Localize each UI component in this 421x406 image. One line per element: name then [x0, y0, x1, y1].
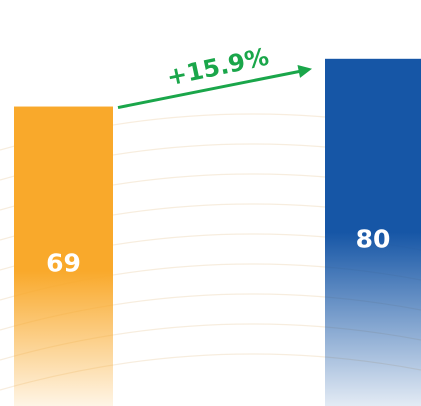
bars: 69 80 [14, 58, 421, 406]
bar [14, 106, 113, 406]
bar [325, 58, 421, 406]
value-label: 80 [356, 224, 391, 253]
arrow-head [297, 65, 312, 78]
change-annotation: +15.9% [164, 43, 271, 92]
value-label: 69 [46, 248, 81, 277]
change-arrow [117, 68, 307, 110]
